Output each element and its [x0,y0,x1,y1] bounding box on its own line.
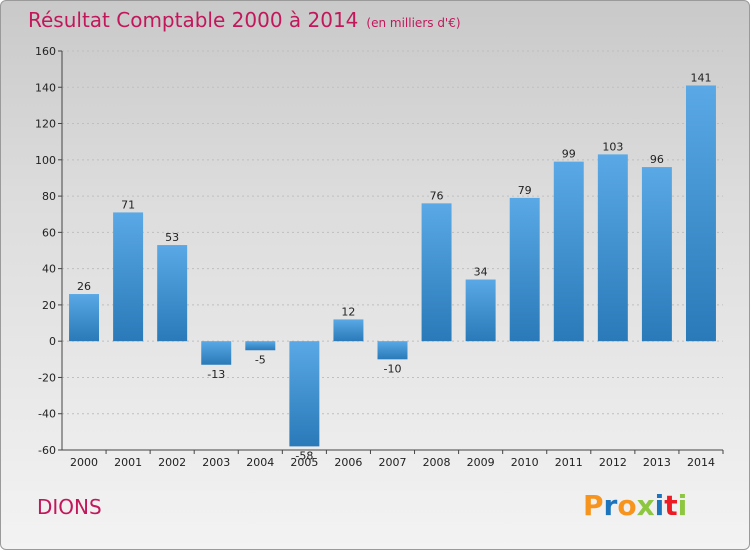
logo-letter: o [617,489,637,522]
chart-subtitle: (en milliers d'€) [366,16,461,30]
bar [377,341,408,360]
logo-letter: t [664,489,678,522]
data-label: 71 [121,198,135,211]
logo-letter: P [583,489,604,522]
bar [509,197,540,342]
x-tick-label: 2001 [114,456,142,469]
x-tick-label: 2006 [334,456,362,469]
y-tick-label: 160 [35,45,56,58]
data-label: 96 [650,153,664,166]
logo-letter: i [677,489,688,522]
data-label: -5 [255,353,266,366]
y-tick-label: 100 [35,154,56,167]
bar [245,341,276,351]
data-label: 103 [602,140,623,153]
bar [465,279,496,342]
x-tick-label: 2012 [599,456,627,469]
data-label: 12 [341,305,355,318]
bar [157,245,188,342]
x-tick-label: 2002 [158,456,186,469]
bar [333,319,364,342]
x-tick-label: 2014 [687,456,715,469]
proxiti-logo: Proxiti [583,489,687,522]
data-label: 79 [518,184,532,197]
bar [597,154,628,342]
chart-title: Résultat Comptable 2000 à 2014 (en millie… [28,8,461,32]
commune-name: DIONS [37,495,102,519]
bar [553,161,584,342]
x-tick-label: 2005 [290,456,318,469]
data-label: 141 [690,71,711,84]
bar [289,341,320,447]
y-tick-label: 20 [42,299,56,312]
x-tick-label: 2008 [423,456,451,469]
bar [685,85,716,342]
logo-letter: i [654,489,665,522]
x-tick-label: 2011 [555,456,583,469]
data-label: -13 [207,368,225,381]
chart-title-text: Résultat Comptable 2000 à 2014 [28,8,359,32]
data-label: 34 [474,266,488,279]
data-label: -58 [295,449,313,462]
x-tick-label: 2003 [202,456,230,469]
y-tick-label: 140 [35,81,56,94]
y-tick-label: -40 [38,408,56,421]
logo-letter: x [636,489,655,522]
bar [69,294,100,342]
y-tick-label: 80 [42,190,56,203]
x-tick-label: 2009 [467,456,495,469]
y-tick-label: 0 [49,335,56,348]
y-tick-label: 120 [35,118,56,131]
data-label: 53 [165,231,179,244]
logo-letter: r [603,489,618,522]
y-tick-label: -60 [38,444,56,457]
x-tick-label: 2000 [70,456,98,469]
bar [201,341,232,365]
bar [641,167,672,342]
y-tick-label: 60 [42,226,56,239]
data-label: 99 [562,148,576,161]
data-label: -10 [384,362,402,375]
data-label: 76 [430,189,444,202]
x-tick-label: 2004 [246,456,274,469]
x-tick-label: 2010 [511,456,539,469]
data-label: 26 [77,280,91,293]
bar [113,212,144,342]
x-tick-label: 2007 [379,456,407,469]
y-tick-label: 40 [42,263,56,276]
x-tick-label: 2013 [643,456,671,469]
bar [421,203,452,342]
y-tick-label: -20 [38,371,56,384]
